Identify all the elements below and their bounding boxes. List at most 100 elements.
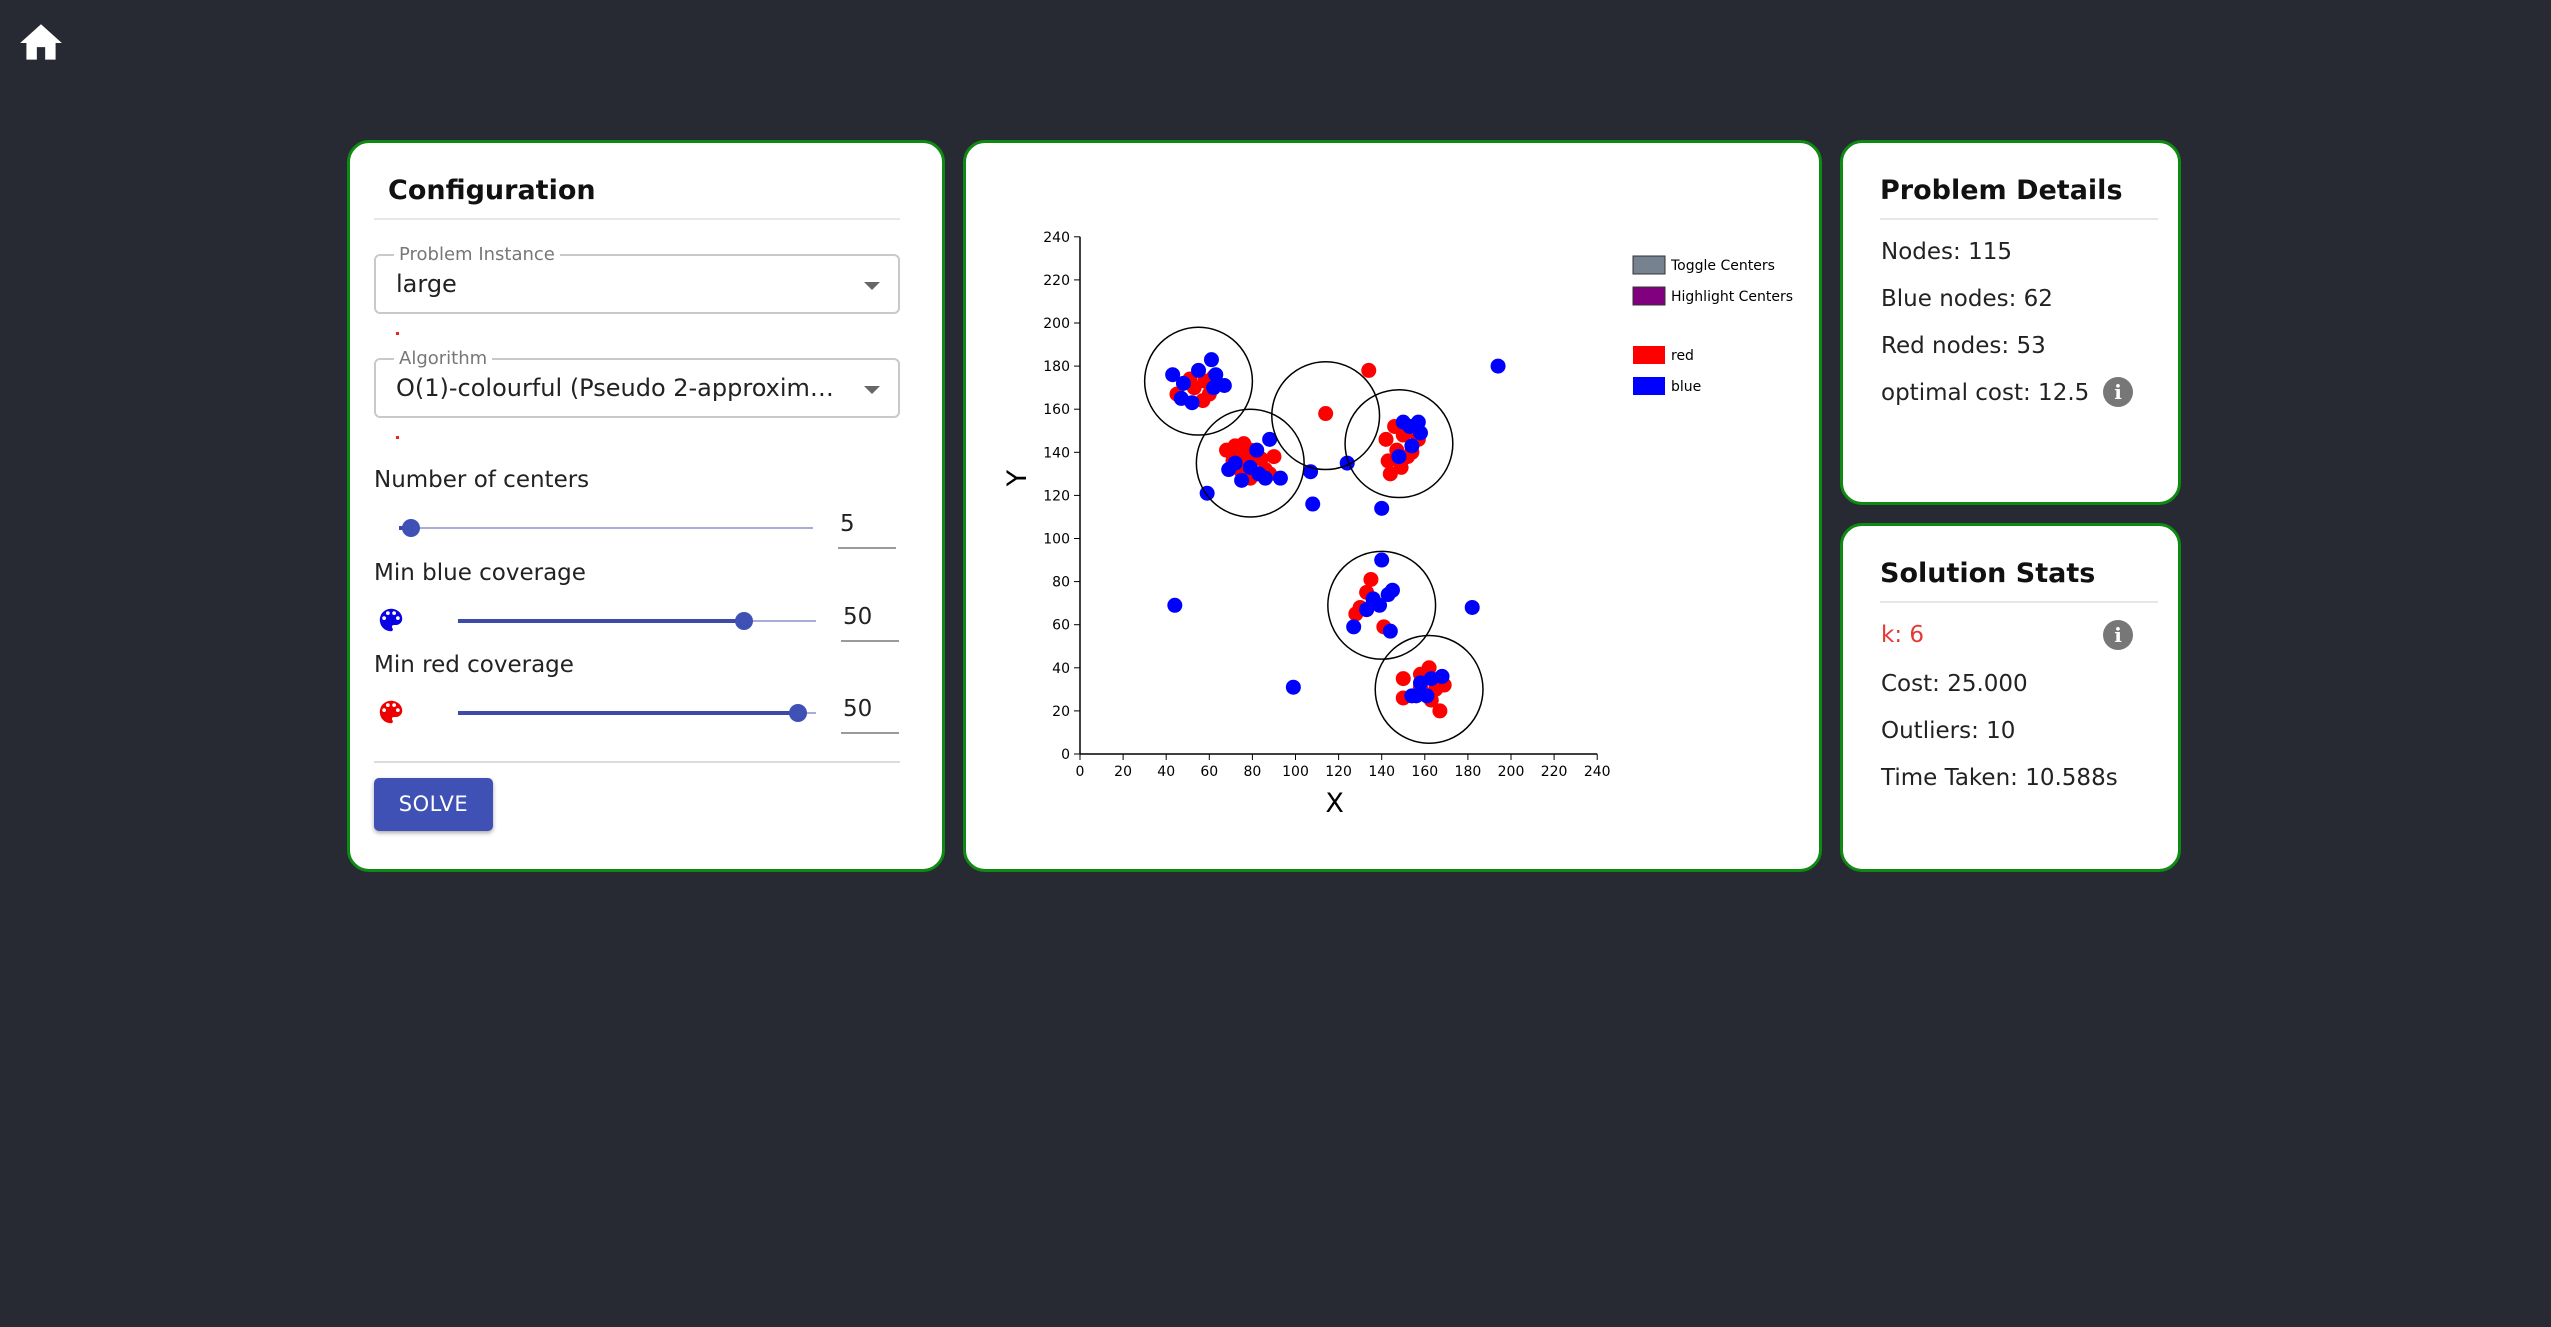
y-tick-label: 60 <box>1052 618 1070 634</box>
data-point-blue <box>1206 380 1222 396</box>
data-point-blue <box>1227 455 1243 471</box>
x-tick-label: 140 <box>1368 764 1395 780</box>
palette-icon <box>379 608 403 632</box>
solution-stats-panel: Solution Stats k: 6 i Cost: 25.000 Outli… <box>1840 523 2181 872</box>
data-point-blue <box>1303 464 1319 480</box>
data-point-red <box>1432 703 1448 719</box>
data-point-blue <box>1165 367 1181 383</box>
data-point-blue <box>1372 597 1388 613</box>
data-point-blue <box>1395 414 1411 430</box>
data-point-blue <box>1234 472 1250 488</box>
data-point-red <box>1361 362 1377 378</box>
legend-control-swatch[interactable] <box>1632 286 1666 306</box>
center-circle <box>1271 361 1381 471</box>
slider-rail <box>399 527 813 529</box>
optimal-cost-stat: optimal cost: 12.5 <box>1881 380 2090 406</box>
info-icon[interactable]: i <box>2103 377 2133 407</box>
chevron-down-icon <box>864 386 880 394</box>
home-button[interactable] <box>16 18 66 68</box>
solve-button[interactable]: SOLVE <box>374 778 493 831</box>
outliers-stat: Outliers: 10 <box>1881 718 2016 744</box>
x-tick-label: 220 <box>1541 764 1568 780</box>
problem-details-title: Problem Details <box>1880 175 2123 206</box>
center-circle <box>1327 550 1437 660</box>
x-tick-label: 120 <box>1325 764 1352 780</box>
data-point-red <box>1395 671 1411 687</box>
data-point-blue <box>1404 438 1420 454</box>
slider-thumb[interactable] <box>789 704 808 722</box>
slider-fill <box>458 711 799 715</box>
data-point-blue <box>1374 552 1390 568</box>
min-blue-value: 50 <box>843 604 873 630</box>
x-tick-label: 180 <box>1455 764 1482 780</box>
configuration-title: Configuration <box>388 175 596 206</box>
blue-nodes-stat: Blue nodes: 62 <box>1881 286 2053 312</box>
data-point-blue <box>1384 582 1400 598</box>
configuration-panel: Configuration Problem Instance large Alg… <box>347 140 945 872</box>
home-icon <box>20 24 62 60</box>
data-point-red <box>1378 431 1394 447</box>
data-point-blue <box>1191 362 1207 378</box>
data-point-red <box>1382 466 1398 482</box>
y-tick-label: 220 <box>1043 273 1070 289</box>
solution-stats-title: Solution Stats <box>1880 558 2096 589</box>
min-blue-input[interactable]: 50 <box>841 604 899 642</box>
slider-fill <box>458 619 745 623</box>
x-tick-label: 100 <box>1282 764 1309 780</box>
y-tick-label: 20 <box>1052 704 1070 720</box>
data-point-blue <box>1374 500 1390 516</box>
min-red-slider[interactable] <box>458 704 816 722</box>
x-tick-label: 200 <box>1498 764 1525 780</box>
data-point-blue <box>1249 442 1265 458</box>
y-tick-label: 200 <box>1043 316 1070 332</box>
min-red-value: 50 <box>843 696 873 722</box>
num-centers-label: Number of centers <box>374 467 590 493</box>
center-circle <box>1374 634 1484 744</box>
y-tick-label: 120 <box>1043 488 1070 504</box>
center-circle <box>1344 389 1454 499</box>
slider-thumb[interactable] <box>735 612 754 630</box>
legend-label-red: red <box>1671 348 1694 364</box>
data-point-blue <box>1175 375 1191 391</box>
data-point-blue <box>1257 470 1273 486</box>
min-red-label: Min red coverage <box>374 652 574 678</box>
info-icon[interactable]: i <box>2103 620 2133 650</box>
algorithm-select[interactable]: Algorithm O(1)-colourful (Pseudo 2-appro… <box>374 348 900 418</box>
data-point-blue <box>1285 679 1301 695</box>
min-red-input[interactable]: 50 <box>841 696 899 734</box>
legend-control-swatch[interactable] <box>1632 255 1666 275</box>
num-centers-slider[interactable] <box>399 519 813 537</box>
data-point-blue <box>1490 358 1506 374</box>
x-tick-label: 160 <box>1411 764 1438 780</box>
x-axis-label: X <box>1325 788 1344 819</box>
data-point-blue <box>1391 449 1407 465</box>
num-centers-input[interactable]: 5 <box>838 511 896 549</box>
y-tick-label: 0 <box>1061 747 1070 763</box>
y-tick-label: 240 <box>1043 230 1070 246</box>
x-tick-label: 80 <box>1243 764 1261 780</box>
x-tick-label: 60 <box>1200 764 1218 780</box>
time-taken-stat: Time Taken: 10.588s <box>1881 765 2118 791</box>
slider-thumb[interactable] <box>402 519 421 537</box>
data-point-blue <box>1208 367 1224 383</box>
legend-label-blue: blue <box>1671 379 1701 395</box>
data-point-blue <box>1272 470 1288 486</box>
min-blue-slider[interactable] <box>458 612 816 630</box>
title-divider <box>1880 601 2158 603</box>
y-tick-label: 100 <box>1043 532 1070 548</box>
nodes-stat: Nodes: 115 <box>1881 239 2012 265</box>
title-divider <box>374 218 900 220</box>
y-tick-label: 80 <box>1052 575 1070 591</box>
legend-control-label[interactable]: Toggle Centers <box>1670 258 1775 274</box>
x-tick-label: 40 <box>1157 764 1175 780</box>
y-tick-label: 140 <box>1043 445 1070 461</box>
legend-control-label[interactable]: Highlight Centers <box>1671 289 1793 305</box>
min-blue-label: Min blue coverage <box>374 560 586 586</box>
algorithm-value: O(1)-colourful (Pseudo 2-approximation… <box>396 374 836 402</box>
data-point-red <box>1363 571 1379 587</box>
algorithm-label: Algorithm <box>394 348 493 369</box>
data-point-blue <box>1203 352 1219 368</box>
y-axis-label: Y <box>1002 469 1033 487</box>
palette-icon <box>379 700 403 724</box>
problem-instance-select[interactable]: Problem Instance large <box>374 244 900 314</box>
